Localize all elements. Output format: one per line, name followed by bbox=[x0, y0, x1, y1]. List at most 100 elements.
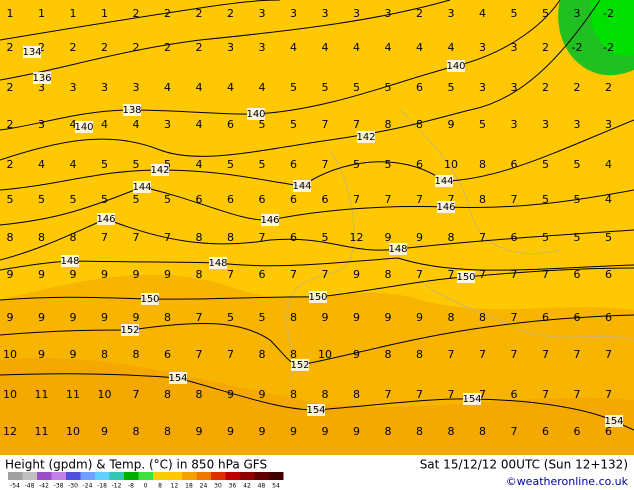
temperature-label: 5 bbox=[385, 158, 392, 171]
temperature-label: 7 bbox=[574, 348, 581, 361]
temperature-label: 5 bbox=[38, 193, 45, 206]
temperature-label: 8 bbox=[38, 231, 45, 244]
temperature-label: 1 bbox=[101, 7, 108, 20]
temperature-label: 8 bbox=[164, 388, 171, 401]
colorbar-label: 0 bbox=[144, 483, 148, 490]
temperature-label: 5 bbox=[322, 231, 329, 244]
temperature-label: 9 bbox=[385, 231, 392, 244]
contour-line bbox=[0, 218, 634, 261]
temperature-label: 9 bbox=[322, 425, 329, 438]
contour-label: 154 bbox=[306, 405, 325, 416]
colorbar-swatch bbox=[66, 472, 81, 480]
temperature-label: 8 bbox=[196, 388, 203, 401]
contour-label: 138 bbox=[122, 105, 141, 116]
temperature-label: 3 bbox=[574, 7, 581, 20]
colorbar-swatch bbox=[211, 472, 226, 480]
temperature-label: 7 bbox=[511, 268, 518, 281]
temperature-label: 6 bbox=[259, 268, 266, 281]
contour-label: 148 bbox=[388, 244, 407, 255]
temperature-label: 4 bbox=[38, 158, 45, 171]
temperature-label: 8 bbox=[448, 311, 455, 324]
contour-label: 150 bbox=[456, 272, 475, 283]
temperature-label: 7 bbox=[259, 231, 266, 244]
temperature-label: 9 bbox=[70, 311, 77, 324]
contour-label-box bbox=[151, 164, 169, 176]
temperature-label: -2 bbox=[603, 41, 614, 54]
temperature-label: 8 bbox=[416, 425, 423, 438]
temperature-label: 3 bbox=[101, 81, 108, 94]
temperature-label: 2 bbox=[7, 41, 14, 54]
temperature-label: 6 bbox=[290, 158, 297, 171]
temperature-label: -2 bbox=[572, 41, 583, 54]
temperature-label: 2 bbox=[164, 7, 171, 20]
temperature-label: 8 bbox=[385, 425, 392, 438]
temperature-label: 9 bbox=[259, 388, 266, 401]
temperature-label: 8 bbox=[290, 311, 297, 324]
temperature-label: 6 bbox=[227, 193, 234, 206]
colorbar-swatch bbox=[51, 472, 66, 480]
contour-label-box bbox=[209, 257, 227, 269]
temperature-label: 9 bbox=[38, 348, 45, 361]
colorbar-swatch bbox=[8, 472, 23, 480]
temperature-label: 5 bbox=[133, 158, 140, 171]
temperature-label: 5 bbox=[290, 118, 297, 131]
temperature-label: 5 bbox=[133, 193, 140, 206]
temperature-label: 2 bbox=[38, 41, 45, 54]
temperature-label: 8 bbox=[385, 348, 392, 361]
temperature-label: 5 bbox=[227, 158, 234, 171]
temperature-label: 7 bbox=[227, 268, 234, 281]
colorbar-swatch bbox=[225, 472, 240, 480]
temperature-label: 7 bbox=[542, 388, 549, 401]
temperature-label: 4 bbox=[196, 81, 203, 94]
temperature-label: 3 bbox=[353, 7, 360, 20]
colorbar-swatch bbox=[109, 472, 124, 480]
temperature-label: 5 bbox=[259, 158, 266, 171]
temperature-label: 7 bbox=[511, 193, 518, 206]
temperature-label: 5 bbox=[70, 193, 77, 206]
temperature-label: 9 bbox=[7, 268, 14, 281]
temperature-label: 9 bbox=[353, 268, 360, 281]
temperature-label: 9 bbox=[101, 425, 108, 438]
contour-line bbox=[0, 0, 281, 41]
temperature-label: 5 bbox=[101, 158, 108, 171]
temperature-label: 3 bbox=[479, 41, 486, 54]
temperature-label: 6 bbox=[605, 268, 612, 281]
colorbar-swatch bbox=[182, 472, 197, 480]
temperature-label: 4 bbox=[70, 158, 77, 171]
temperature-label: 6 bbox=[511, 388, 518, 401]
temperature-label: 10 bbox=[98, 388, 112, 401]
contour-label-box bbox=[121, 324, 139, 336]
temperature-label: 5 bbox=[479, 118, 486, 131]
contour-label: 136 bbox=[32, 73, 51, 84]
contour-label: 152 bbox=[120, 325, 139, 336]
contour-label-box bbox=[247, 108, 265, 120]
contour-label: 146 bbox=[96, 214, 115, 225]
temperature-label: 4 bbox=[290, 41, 297, 54]
colorbar-swatch bbox=[167, 472, 182, 480]
contour-line bbox=[0, 0, 601, 161]
temperature-label: 6 bbox=[542, 425, 549, 438]
temperature-label: 2 bbox=[133, 41, 140, 54]
temperature-label: 4 bbox=[448, 41, 455, 54]
temperature-label: 5 bbox=[259, 311, 266, 324]
temperature-label: 7 bbox=[542, 268, 549, 281]
colorbar-label: -18 bbox=[97, 483, 107, 490]
temperature-label: 4 bbox=[605, 158, 612, 171]
temperature-label: 9 bbox=[196, 425, 203, 438]
temperature-label: 9 bbox=[101, 268, 108, 281]
temperature-label: 7 bbox=[353, 193, 360, 206]
colorbar-label: -42 bbox=[39, 483, 49, 490]
colorbar-label: 54 bbox=[272, 483, 280, 490]
contour-label-box bbox=[291, 359, 309, 371]
contour-label-box bbox=[261, 214, 279, 226]
temperature-label: 6 bbox=[290, 193, 297, 206]
temperature-label: 3 bbox=[605, 118, 612, 131]
temperature-label: 6 bbox=[164, 348, 171, 361]
contour-label: 150 bbox=[140, 294, 159, 305]
temperature-label: 7 bbox=[479, 388, 486, 401]
contour-line bbox=[0, 314, 634, 366]
colorbar-label: 36 bbox=[229, 483, 237, 490]
temperature-label: 8 bbox=[385, 118, 392, 131]
temperature-label: 8 bbox=[290, 388, 297, 401]
colorbar-label: -48 bbox=[25, 483, 35, 490]
